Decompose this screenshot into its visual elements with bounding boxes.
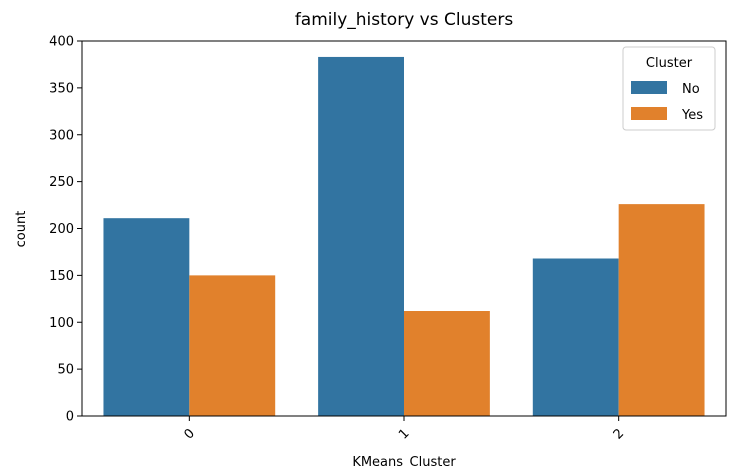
legend-label-yes: Yes bbox=[681, 108, 703, 123]
plot-area: 0 50 100 150 200 250 300 350 400 0 1 2 bbox=[49, 35, 727, 443]
legend-swatch-yes bbox=[631, 107, 667, 120]
y-tick-label: 250 bbox=[49, 175, 74, 190]
x-tick-label: 1 bbox=[396, 426, 412, 442]
bar-no-cluster-2 bbox=[532, 258, 619, 416]
y-tick-label: 0 bbox=[66, 410, 74, 425]
y-tick-label: 50 bbox=[57, 363, 74, 378]
bar-yes-cluster-0 bbox=[189, 275, 276, 416]
legend-title: Cluster bbox=[646, 56, 693, 71]
y-tick-label: 200 bbox=[49, 222, 74, 237]
y-tick-label: 400 bbox=[49, 35, 74, 50]
chart-title: family_history vs Clusters bbox=[295, 10, 514, 30]
bar-no-cluster-0 bbox=[103, 218, 190, 416]
legend-label-no: No bbox=[682, 82, 700, 97]
x-axis-label: KMeans_Cluster bbox=[352, 455, 456, 467]
bar-no-cluster-1 bbox=[318, 56, 404, 416]
y-axis-label: count bbox=[14, 211, 29, 248]
x-tick-label: 2 bbox=[611, 426, 627, 442]
y-tick-label: 300 bbox=[49, 128, 74, 143]
legend-swatch-no bbox=[631, 81, 667, 94]
y-tick-label: 150 bbox=[49, 269, 74, 284]
y-tick-label: 100 bbox=[49, 316, 74, 331]
x-tick-label: 0 bbox=[181, 426, 197, 442]
y-tick-label: 350 bbox=[49, 81, 74, 96]
axes-frame bbox=[81, 40, 727, 417]
bar-yes-cluster-1 bbox=[404, 311, 490, 416]
bar-yes-cluster-2 bbox=[618, 204, 705, 416]
legend: Cluster No Yes bbox=[622, 46, 716, 131]
